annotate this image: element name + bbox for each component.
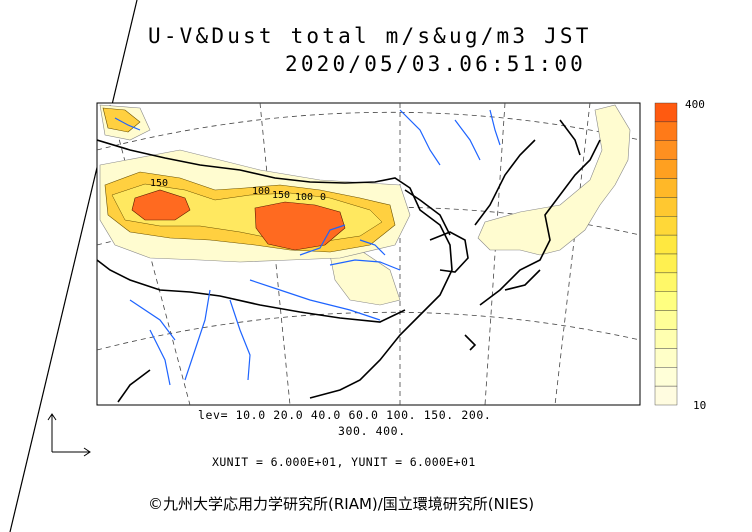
colorbar-swatch <box>654 140 678 160</box>
map-title-line1: U-V&Dust total m/s&ug/m3 JST <box>148 24 592 48</box>
colorbar-swatch <box>654 329 678 349</box>
dust-high-areas <box>131 189 346 251</box>
colorbar-swatch <box>654 367 678 387</box>
diagonal-border-line <box>9 0 138 532</box>
colorbar-swatch <box>654 159 678 179</box>
colorbar-swatch <box>654 178 678 198</box>
units-text: XUNIT = 6.000E+01, YUNIT = 6.000E+01 <box>212 455 476 469</box>
colorbar <box>654 102 678 406</box>
axis-arrows-indicator <box>47 413 91 457</box>
colorbar-swatch <box>654 234 678 255</box>
copyright-text: ©九州大学応用力学研究所(RIAM)/国立環境研究所(NIES) <box>148 495 535 513</box>
colorbar-swatch <box>654 272 678 292</box>
colorbar-swatch <box>654 197 678 217</box>
contour-label: 0 <box>320 192 326 203</box>
contour-levels-line1: lev= 10.0 20.0 40.0 60.0 100. 150. 200. <box>198 408 492 422</box>
colorbar-swatch <box>654 253 678 274</box>
colorbar-swatch <box>654 121 678 141</box>
contour-label: 100 <box>295 192 313 203</box>
coastlines <box>97 119 601 403</box>
map-title-timestamp: 2020/05/03.06:51:00 <box>285 52 587 76</box>
colorbar-max-label: 400 <box>685 98 705 111</box>
colorbar-swatch <box>654 310 678 330</box>
rivers <box>114 109 501 386</box>
colorbar-swatch <box>654 102 678 123</box>
contour-label: 150 <box>272 190 290 201</box>
colorbar-swatch <box>654 348 678 368</box>
contour-label: 150 <box>150 178 168 189</box>
contour-levels-line2: 300. 400. <box>338 424 406 438</box>
colorbar-swatch <box>654 216 678 236</box>
colorbar-swatch <box>654 291 678 311</box>
colorbar-swatch <box>654 385 678 406</box>
contour-label: 100 <box>252 186 270 197</box>
colorbar-min-label: 10 <box>693 399 707 412</box>
